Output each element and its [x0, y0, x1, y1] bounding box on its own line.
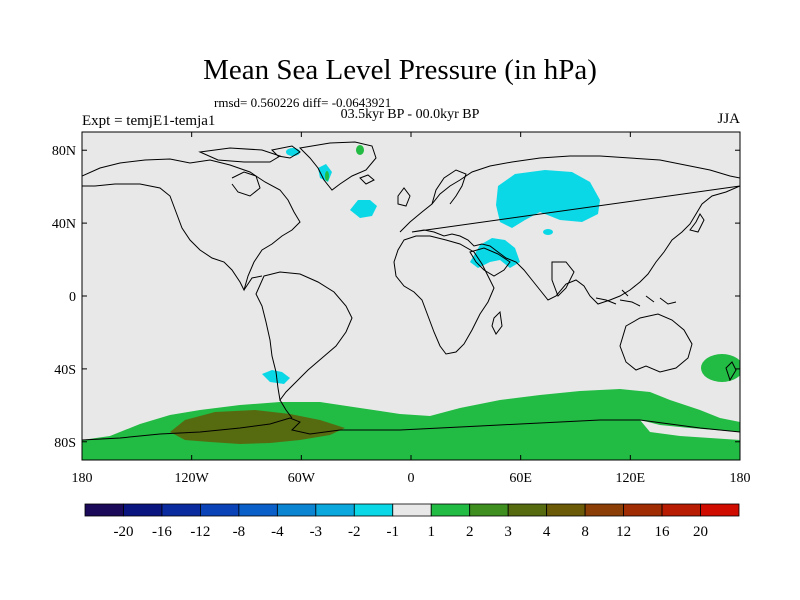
antarctic-interior-shade [640, 420, 740, 440]
colorbar-label: 2 [466, 524, 474, 540]
x-tick-label: 60W [288, 471, 316, 486]
caspian-low-shade [543, 229, 553, 235]
axis-ticks: 180 120W 60W 0 60E 120E 180 80N 40N 0 40S 80S [52, 132, 751, 486]
britain-coast [397, 187, 411, 207]
central-america-coast [243, 275, 263, 291]
antarctica-coast [82, 417, 740, 441]
y-tick-label: 80S [54, 436, 76, 451]
colorbar-swatch [700, 503, 740, 517]
colorbar-swatch [546, 503, 586, 517]
amundsen-high-shade [170, 410, 345, 444]
colorbar-swatch [315, 503, 355, 517]
central-asia-low-shade [496, 170, 600, 228]
colorbar-swatch [353, 503, 394, 517]
anomaly-fields [82, 145, 740, 460]
greenland-high-shade [356, 145, 364, 155]
colorbar-swatch [123, 503, 163, 517]
colorbar-label: -3 [310, 524, 323, 540]
australia-coast [619, 313, 693, 373]
madagascar-coast [491, 310, 503, 335]
season-label: JJA [717, 111, 740, 127]
iceland-coast [359, 174, 375, 185]
experiment-label: Expt = temjE1-temja1 [82, 113, 216, 129]
colorbar-swatch [276, 503, 317, 517]
colorbar-label: -20 [113, 524, 133, 540]
colorbar-label: 1 [427, 524, 435, 540]
colorbar-label: -2 [348, 524, 361, 540]
arctic-islands-coast [198, 145, 301, 163]
colorbar-swatch [84, 503, 124, 517]
south-america-coast [255, 271, 353, 402]
colorbar-swatch [507, 503, 548, 517]
coastlines [82, 141, 740, 441]
colorbar-swatch [623, 503, 663, 517]
antarctic-peninsula-coast [279, 399, 293, 419]
africa-coast [393, 235, 495, 355]
x-tick-label: 0 [408, 471, 415, 486]
colorbar-swatch [200, 503, 240, 517]
colorbar-label: 4 [543, 524, 551, 540]
colorbar-label: 12 [616, 524, 631, 540]
colorbar-label: -16 [152, 524, 172, 540]
colorbar-swatch [430, 503, 471, 517]
colorbar-label: -8 [233, 524, 246, 540]
japan-coast [689, 213, 705, 233]
patagonia-low-shade [262, 370, 290, 384]
x-tick-label: 120W [175, 471, 210, 486]
colorbar-swatch [238, 503, 278, 517]
tasman-high-shade [701, 354, 740, 382]
north-america-coast [82, 158, 301, 292]
greenland-pos-shade [325, 171, 329, 181]
y-tick-label: 40S [54, 363, 76, 378]
y-tick-label: 80N [52, 144, 76, 159]
colorbar-label: 16 [655, 524, 671, 540]
scandinavia-coast [431, 169, 467, 205]
y-tick-label: 0 [69, 290, 76, 305]
y-tick-label: 40N [52, 217, 76, 232]
colorbar-label: -1 [387, 524, 400, 540]
x-tick-label: 180 [730, 471, 751, 486]
colorbar-swatch [584, 503, 624, 517]
greenland-coast [298, 141, 377, 191]
hudson-bay-coast [231, 171, 261, 197]
colorbar-label: -12 [190, 524, 210, 540]
colorbar-swatch [469, 503, 509, 517]
x-tick-label: 120E [616, 471, 646, 486]
arctic-low-shade [286, 148, 300, 156]
x-tick-label: 180 [72, 471, 93, 486]
chart-title: Mean Sea Level Pressure (in hPa) [203, 54, 597, 86]
colorbar-label: -4 [271, 524, 284, 540]
x-tick-label: 60E [509, 471, 532, 486]
colorbar-label: 8 [581, 524, 589, 540]
period-subtitle: 03.5kyr BP - 00.0kyr BP [340, 107, 480, 122]
indonesia-coast [595, 289, 677, 307]
colorbar: -20 -16 -12 -8 -4 -3 -2 -1 1 2 3 4 8 12 16 20 [84, 503, 740, 540]
stats-subtitle: rmsd= 0.560226 diff= -0.0643921 [214, 95, 392, 110]
colorbar-swatch [161, 503, 201, 517]
india-coast [551, 261, 575, 297]
north-atlantic-low-shade [350, 200, 377, 218]
colorbar-label: 20 [693, 524, 708, 540]
colorbar-swatch [392, 503, 432, 517]
arabia-coast [469, 247, 511, 277]
colorbar-swatch [661, 503, 701, 517]
new-zealand-coast [725, 361, 737, 382]
colorbar-label: 3 [504, 524, 512, 540]
